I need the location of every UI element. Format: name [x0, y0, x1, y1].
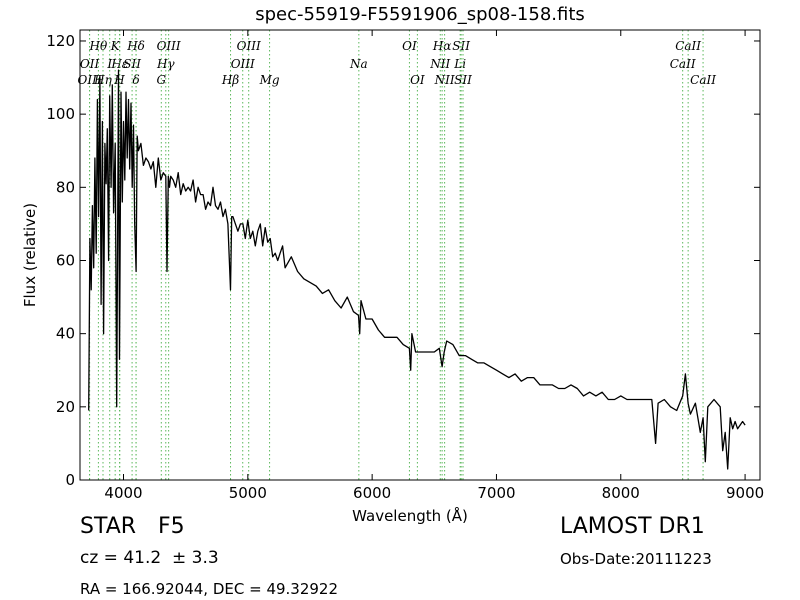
- line-label-21: Hα: [432, 39, 452, 53]
- y-tick-label-20: 20: [56, 398, 75, 416]
- line-label-10: Hδ: [126, 39, 145, 53]
- line-label-24: Li: [453, 57, 466, 71]
- y-tick-label-100: 100: [46, 105, 75, 123]
- x-tick-label-8000: 8000: [602, 484, 640, 502]
- survey-name: LAMOST DR1: [560, 514, 705, 539]
- y-tick-label-120: 120: [46, 32, 75, 50]
- line-label-1: OII: [80, 57, 100, 71]
- line-label-11: OIII: [157, 39, 181, 53]
- line-label-2: OIII: [78, 73, 102, 87]
- line-label-17: Mg: [259, 73, 280, 87]
- line-label-29: CaII: [690, 73, 716, 87]
- line-label-22: SII: [452, 39, 470, 53]
- y-tick-label-60: 60: [56, 251, 75, 269]
- line-label-20: OI: [410, 73, 425, 87]
- x-tick-label-9000: 9000: [726, 484, 764, 502]
- y-tick-label-80: 80: [56, 178, 75, 196]
- obs-date: Obs-Date:20111223: [560, 550, 712, 568]
- object-subclass: F5: [158, 514, 185, 539]
- line-label-0: Hθ: [89, 39, 108, 53]
- line-label-6: H: [113, 73, 125, 87]
- line-label-5: Hε: [110, 57, 128, 71]
- line-label-16: Hβ: [221, 73, 239, 87]
- line-label-12: Hγ: [156, 57, 175, 71]
- y-tick-label-0: 0: [65, 471, 75, 489]
- line-label-14: OIII: [237, 39, 261, 53]
- x-tick-label-5000: 5000: [229, 484, 267, 502]
- line-label-26: SII: [454, 73, 472, 87]
- coordinates: RA = 166.92044, DEC = 49.32922: [80, 580, 339, 598]
- line-label-28: CaII: [670, 57, 696, 71]
- line-label-13: G: [157, 73, 167, 87]
- line-label-3: Hη: [93, 73, 112, 87]
- chart-title: spec-55919-F5591906_sp08-158.fits: [255, 4, 585, 25]
- spectrum-line: [88, 69, 746, 470]
- x-tick-label-6000: 6000: [353, 484, 391, 502]
- line-label-9: δ: [132, 73, 139, 87]
- plot-frame: [79, 29, 761, 481]
- line-label-7: I: [106, 57, 112, 71]
- x-axis-label: Wavelength (Å): [352, 506, 468, 525]
- line-label-23: NII: [429, 57, 450, 71]
- x-tick-label-7000: 7000: [477, 484, 515, 502]
- line-label-15: OIII: [231, 57, 255, 71]
- line-label-27: CaII: [675, 39, 701, 53]
- line-label-18: Na: [349, 57, 368, 71]
- redshift-text: cz = 41.2 ± 3.3: [80, 548, 219, 568]
- x-tick-label-4000: 4000: [104, 484, 142, 502]
- object-class: STAR: [80, 514, 137, 539]
- line-label-25: NII: [434, 73, 455, 87]
- line-label-8: SII: [123, 57, 141, 71]
- y-axis-label: Flux (relative): [21, 203, 39, 307]
- y-tick-label-40: 40: [56, 325, 75, 343]
- line-label-19: OI: [402, 39, 417, 53]
- line-label-4: K: [110, 39, 121, 53]
